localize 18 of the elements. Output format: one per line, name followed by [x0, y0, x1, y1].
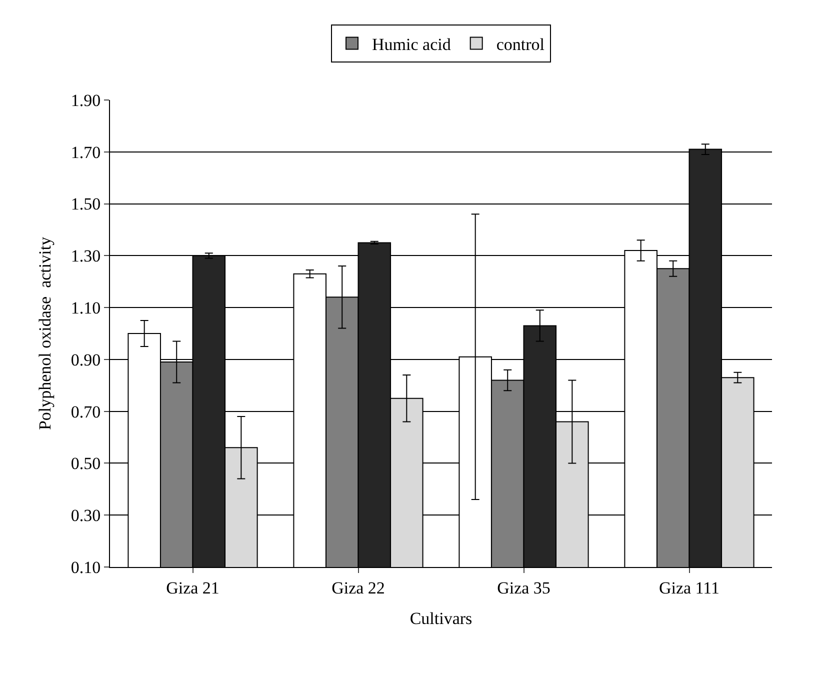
y-tick-label: 1.10	[70, 298, 101, 318]
x-axis-title: Cultivars	[410, 608, 472, 628]
y-tick-label: 0.10	[70, 558, 101, 577]
y-axis-title: Polyphenol oxidase activity	[35, 236, 54, 430]
x-tick-label: Giza 111	[658, 578, 720, 598]
y-tick-label: 1.70	[70, 142, 101, 162]
y-tick-label: 1.50	[70, 194, 101, 214]
x-tick-label: Giza 22	[332, 578, 385, 598]
legend-label: control	[496, 34, 545, 54]
x-tick-label: Giza 35	[497, 578, 550, 598]
y-tick-label: 1.30	[70, 246, 101, 266]
x-tick-label: Giza 21	[166, 578, 220, 598]
y-tick-label: 0.70	[70, 402, 101, 422]
y-tick-label: 0.30	[70, 506, 101, 526]
y-tick-label: 1.90	[70, 90, 101, 110]
y-tick-label: 0.90	[70, 350, 101, 370]
legend-label: Humic acid	[372, 34, 452, 54]
y-tick-label: 0.50	[70, 454, 101, 474]
